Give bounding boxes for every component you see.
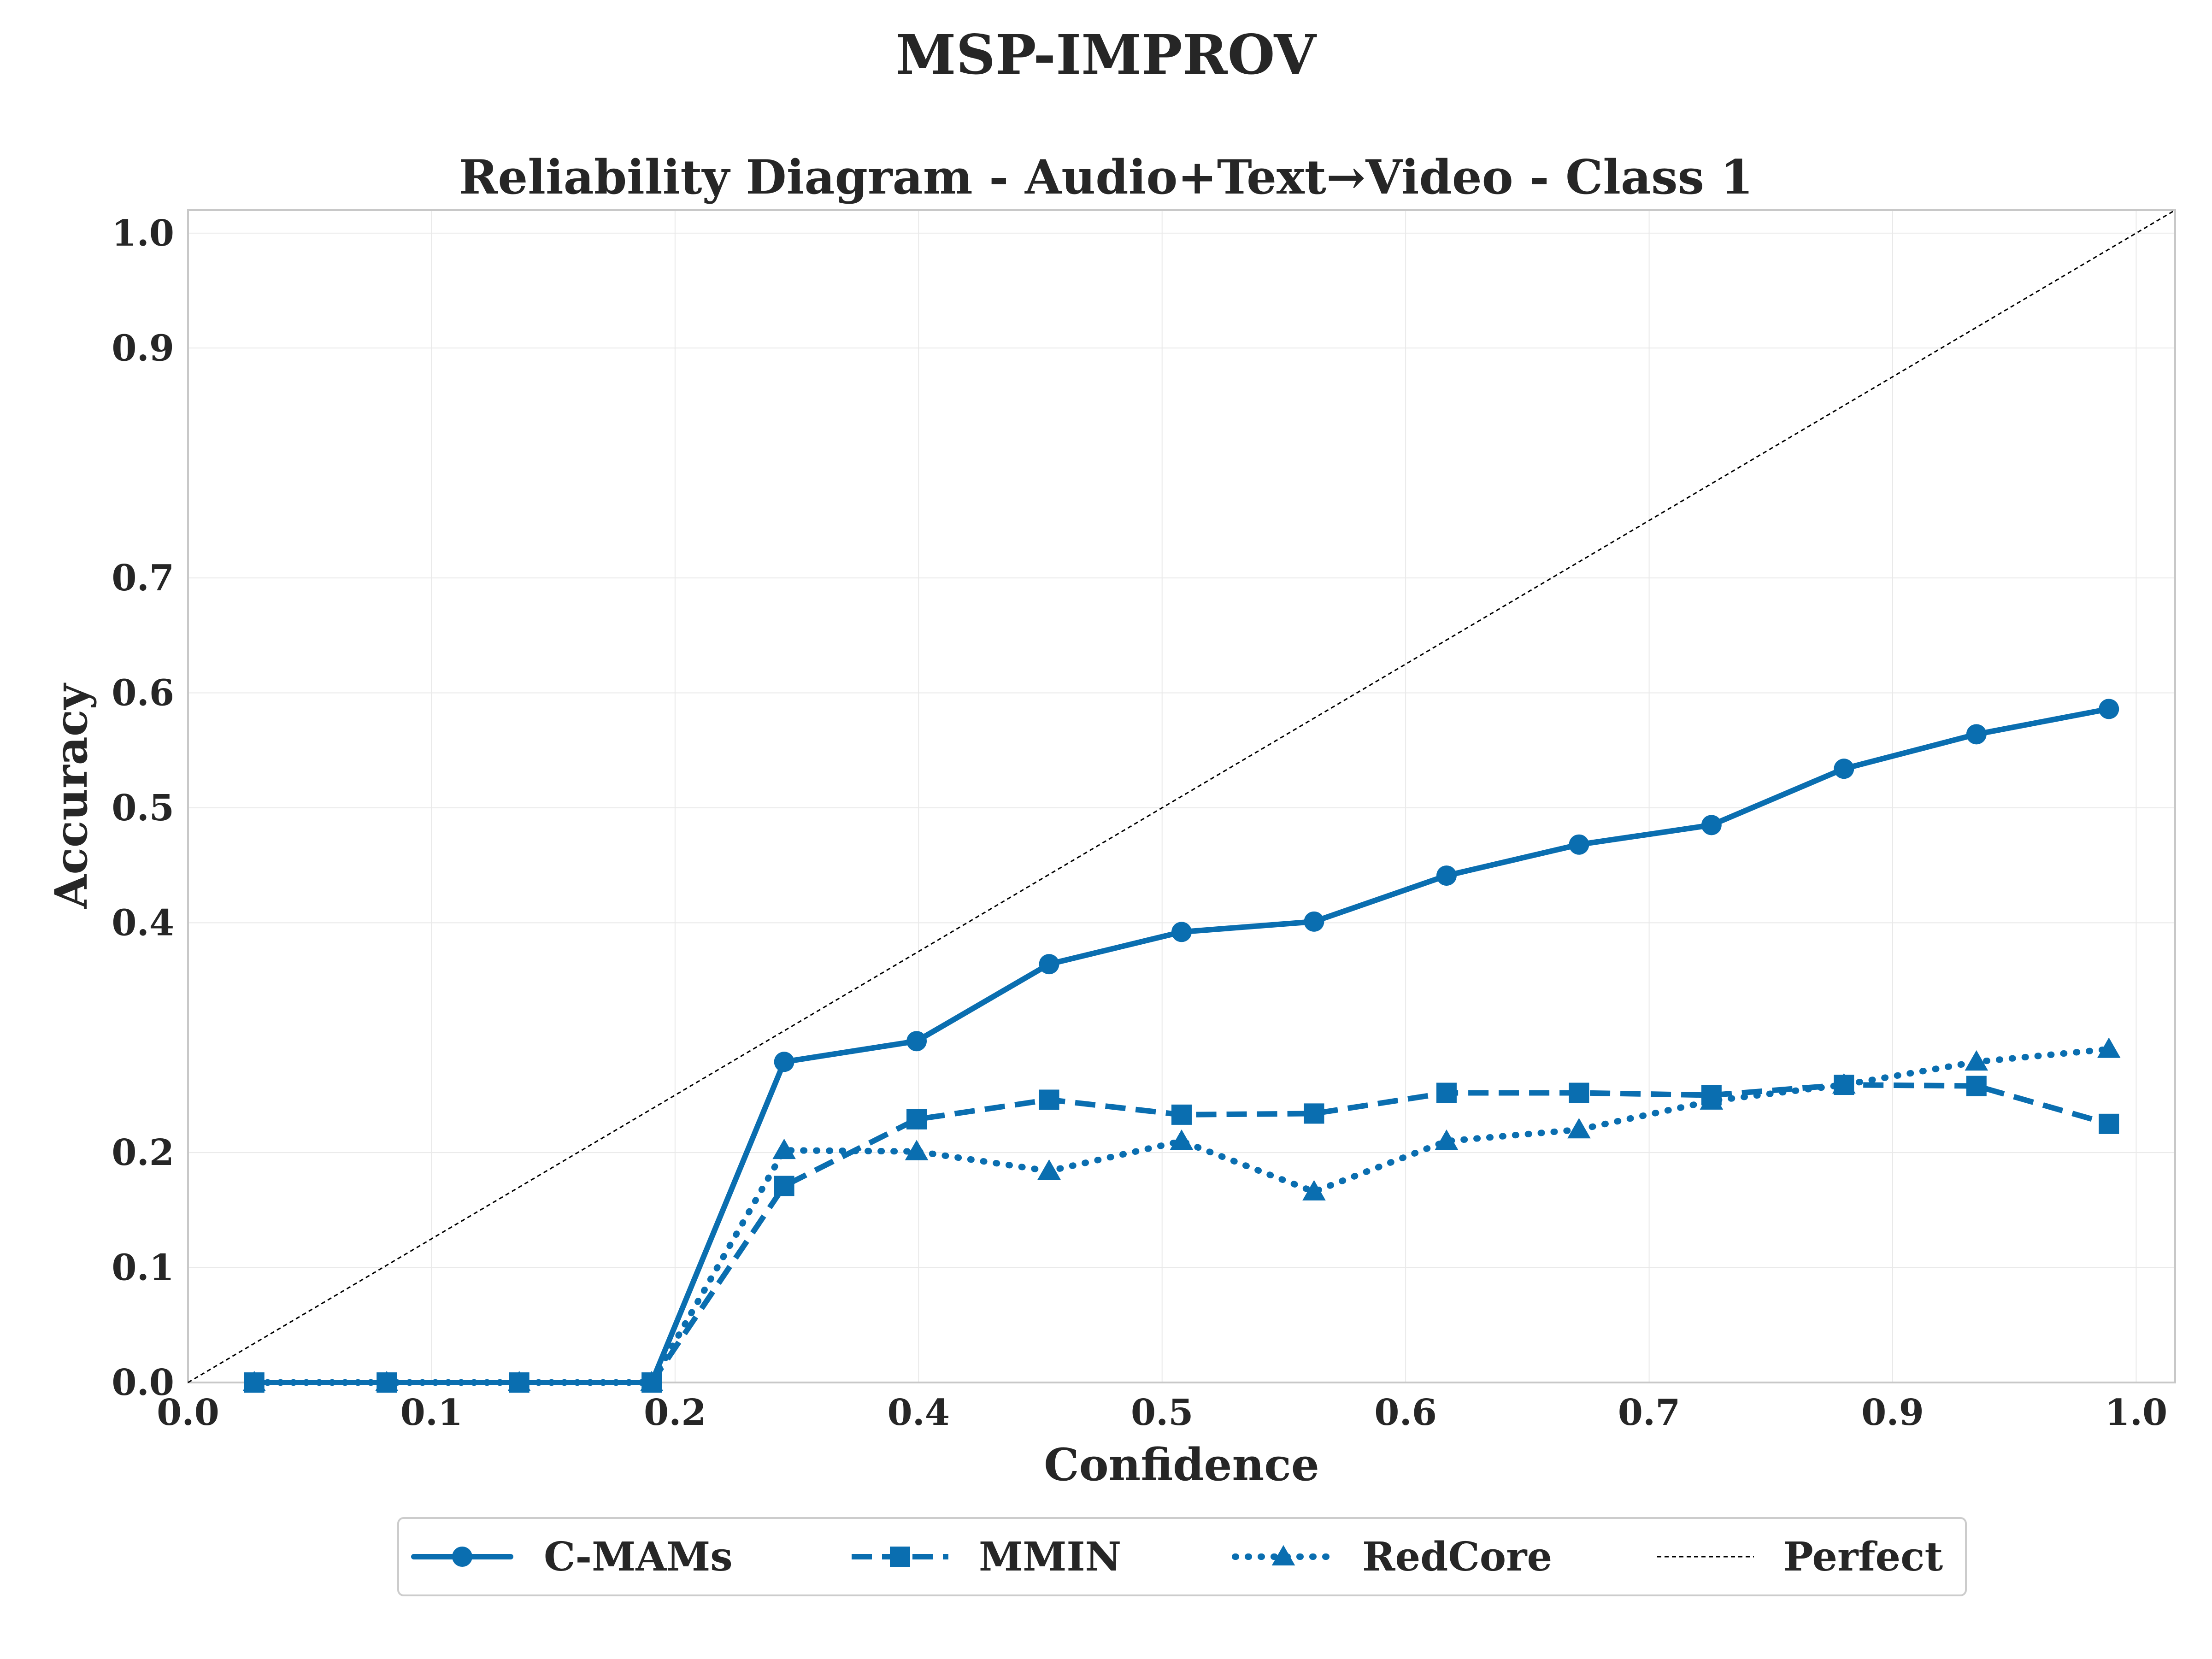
data-point [905,1140,929,1160]
data-point [774,1052,794,1072]
data-point [640,1371,664,1391]
y-tick-label: 1.0 [112,212,174,254]
data-point [452,1547,472,1567]
series-c-mams [244,699,2119,1393]
data-point [242,1371,266,1391]
data-point [1171,1104,1192,1125]
legend-box [397,1517,1967,1596]
y-tick-label: 0.1 [112,1247,174,1289]
data-point [1701,815,1722,835]
data-point [1302,1180,1326,1200]
data-point [1965,1050,1988,1071]
data-point [1171,922,1192,942]
data-point [1569,1082,1589,1103]
data-point [507,1371,531,1391]
data-point [1304,911,1324,932]
data-point [1569,834,1589,855]
legend-entry: RedCore [1232,1534,1552,1580]
data-point [1966,724,1987,745]
series-layer [188,209,2176,1393]
data-point [1436,1082,1457,1103]
y-axis-label: Accuracy [45,682,97,909]
figure-suptitle: MSP-IMPROV [896,23,1317,87]
x-axis-label: Confidence [1044,1439,1319,1491]
data-point [1966,1076,1987,1096]
y-tick-label: 0.4 [112,902,174,944]
data-point [375,1371,399,1391]
x-tick-label: 0.9 [1861,1392,1924,1434]
data-point [772,1138,796,1159]
series-line [188,209,2176,1383]
y-tick-label: 0.6 [112,672,174,714]
series-redcore [242,1037,2121,1391]
y-axis-ticks: 0.0 0.1 0.2 0.4 0.5 0.6 0.7 0.9 1.0 [112,212,174,1404]
x-tick-label: 0.1 [400,1392,463,1434]
data-point [2099,1113,2119,1134]
data-point [1271,1545,1295,1565]
data-point [1567,1118,1591,1139]
series-line [251,706,2112,1385]
data-point [1037,1159,1061,1180]
legend-label: MMIN [979,1534,1121,1580]
chart-title: Reliability Diagram - Audio+Text→Video -… [459,150,1753,205]
data-point [1170,1129,1194,1150]
x-tick-label: 0.0 [157,1392,219,1434]
x-tick-label: 1.0 [2105,1392,2168,1434]
data-point [774,1176,794,1196]
data-point [1435,1129,1459,1150]
data-point [1436,865,1457,886]
x-axis-ticks: 0.0 0.1 0.2 0.4 0.5 0.6 0.7 0.9 1.0 [157,1392,2167,1434]
x-tick-label: 0.7 [1618,1392,1681,1434]
y-tick-label: 0.5 [112,787,174,829]
data-point [906,1109,927,1130]
plot-frame [187,209,2176,1383]
data-point [1039,954,1059,975]
legend-entry: C-MAMs [411,1534,733,1580]
legend-label: C-MAMs [544,1534,733,1580]
x-tick-label: 0.5 [1131,1392,1194,1434]
series-mmin [244,1075,2119,1393]
data-point [1700,1089,1724,1110]
data-point [906,1031,927,1052]
x-tick-label: 0.2 [644,1392,706,1434]
legend-label: RedCore [1362,1534,1552,1580]
legend-label: Perfect [1783,1534,1943,1580]
data-point [890,1547,910,1567]
data-point [1834,759,1854,779]
x-tick-label: 0.4 [887,1392,950,1434]
data-point [1039,1089,1059,1110]
data-point [1304,1103,1324,1124]
data-point [2099,699,2119,719]
data-point [2097,1037,2121,1058]
legend-entry: MMIN [852,1534,1121,1580]
data-point [1832,1073,1856,1094]
series-line [254,1082,2110,1385]
y-tick-label: 0.0 [112,1362,174,1404]
x-tick-label: 0.6 [1374,1392,1437,1434]
series-line [251,1046,2112,1386]
y-tick-label: 0.9 [112,327,174,369]
legend-entry: Perfect [1657,1534,1943,1580]
series-perfect [188,209,2176,1383]
y-tick-label: 0.2 [112,1132,174,1174]
y-tick-label: 0.7 [112,557,174,599]
legend: C-MAMs MMIN RedCore Perfect [397,1517,1967,1596]
